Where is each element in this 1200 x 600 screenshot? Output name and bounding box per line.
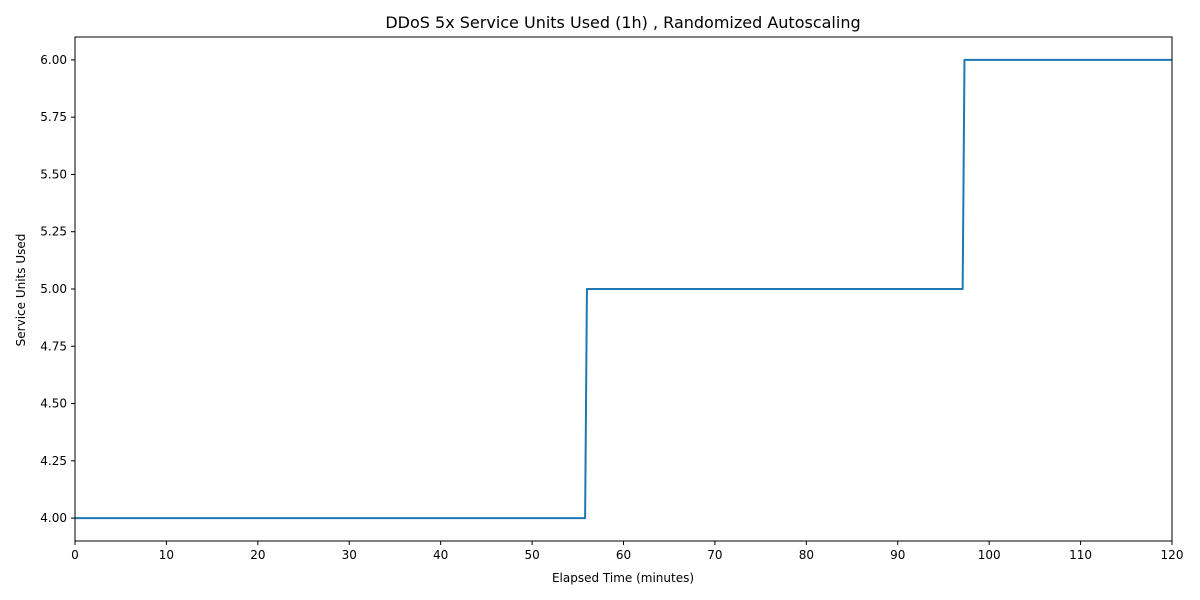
y-tick-label: 5.50 (40, 167, 67, 181)
y-axis: 4.00 4.25 4.50 4.75 5.00 5.25 5.50 5.75 6.00 (40, 53, 75, 525)
x-tick-label: 30 (342, 548, 357, 562)
y-tick-label: 5.75 (40, 110, 67, 124)
y-tick-label: 5.00 (40, 282, 67, 296)
x-tick-label: 120 (1161, 548, 1184, 562)
x-tick-label: 80 (799, 548, 814, 562)
y-tick-label: 4.25 (40, 454, 67, 468)
x-tick-label: 10 (159, 548, 174, 562)
x-tick-label: 110 (1069, 548, 1092, 562)
y-tick-label: 6.00 (40, 53, 67, 67)
plot-area (75, 58, 1172, 520)
chart-title: DDoS 5x Service Units Used (1h) , Random… (385, 13, 860, 32)
y-tick-label: 5.25 (40, 225, 67, 239)
y-tick-label: 4.50 (40, 397, 67, 411)
plot-frame (74, 36, 1173, 542)
y-tick-label: 4.75 (40, 339, 67, 353)
y-axis-label: Service Units Used (14, 234, 28, 347)
x-tick-label: 90 (890, 548, 905, 562)
x-axis: 0 10 20 30 40 50 60 70 80 90 100 110 120 (71, 541, 1183, 562)
x-tick-label: 100 (978, 548, 1001, 562)
series-line (75, 58, 1172, 520)
x-tick-label: 20 (250, 548, 265, 562)
x-tick-label: 70 (707, 548, 722, 562)
x-tick-label: 60 (616, 548, 631, 562)
x-tick-label: 0 (71, 548, 79, 562)
y-tick-label: 4.00 (40, 511, 67, 525)
x-axis-label: Elapsed Time (minutes) (552, 571, 694, 585)
x-tick-label: 40 (433, 548, 448, 562)
x-tick-label: 50 (524, 548, 539, 562)
